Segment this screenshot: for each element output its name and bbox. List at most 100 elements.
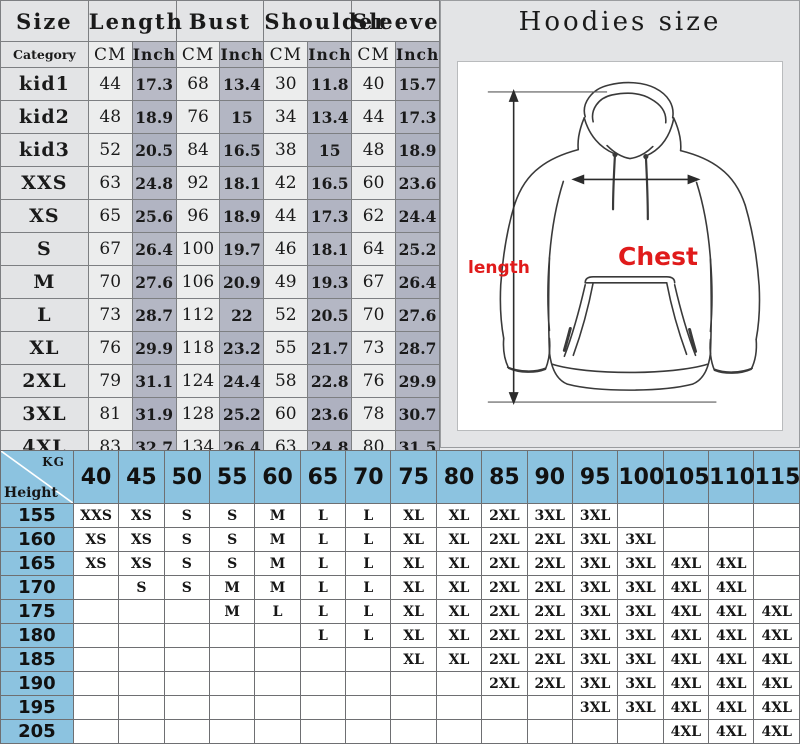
measurements-row-size: XS (0, 199, 89, 233)
measurements-cell-length-cm: 63 (87, 166, 133, 200)
fit-cell (753, 551, 800, 576)
fit-cell (435, 719, 483, 744)
weight-header-110: 110 (708, 450, 755, 504)
measurements-cell-shoulder-in: 19.3 (307, 265, 353, 299)
fit-cell (208, 695, 256, 720)
fit-cell: 4XL (708, 695, 755, 720)
fit-row: 195 3XL 3XL 4XL 4XL 4XL (0, 695, 800, 720)
illustration-panel: Hoodies size (440, 0, 800, 448)
fit-cell (390, 695, 437, 720)
fit-cell: XL (435, 503, 483, 528)
fit-cell (526, 695, 573, 720)
measurements-cell-sleeve-in: 29.9 (395, 364, 440, 398)
fit-cell (753, 527, 800, 552)
length-arrow (508, 88, 519, 406)
measurements-cell-shoulder-cm: 38 (263, 133, 309, 167)
fit-cell (390, 719, 437, 744)
measurements-cell-length-in: 31.1 (131, 364, 177, 398)
fit-cell: XS (118, 551, 165, 576)
weight-header-70: 70 (345, 450, 392, 504)
fit-cell: XL (390, 599, 437, 624)
fit-cell: S (118, 575, 165, 600)
measurements-cell-bust-in: 20.9 (219, 265, 265, 299)
measurements-cell-sleeve-cm: 67 (351, 265, 397, 299)
fit-cell (571, 719, 619, 744)
measurements-cell-length-cm: 79 (87, 364, 133, 398)
fit-cell: 3XL (526, 503, 573, 528)
fit-cell: 2XL (481, 623, 528, 648)
fit-cell: 2XL (526, 551, 573, 576)
measurements-table: Size Length Bust Shoulder Sleeve Categor… (0, 0, 440, 464)
fit-cell: 4XL (662, 719, 710, 744)
measurements-cell-shoulder-cm: 46 (263, 232, 309, 266)
measurements-cell-sleeve-cm: 76 (351, 364, 397, 398)
fit-row: 170 S S M M L L XL XL 2XL 2XL 3XL 3XL 4XL 4XL (0, 575, 800, 600)
fit-cell: S (163, 503, 210, 528)
fit-cell: 3XL (571, 647, 619, 672)
fit-cell: M (208, 599, 256, 624)
weight-header-50: 50 (163, 450, 210, 504)
fit-cell: S (208, 503, 256, 528)
measurements-row-size: L (0, 298, 89, 332)
fit-cell: 2XL (481, 671, 528, 696)
fit-cell: 4XL (708, 623, 755, 648)
measurements-row: 3XL 81 31.9 128 25.2 60 23.6 78 30.7 (0, 397, 440, 431)
measurements-cell-length-cm: 70 (87, 265, 133, 299)
weight-header-85: 85 (481, 450, 528, 504)
measurements-cell-bust-in: 15 (219, 100, 265, 134)
fit-cell: 3XL (617, 671, 664, 696)
measurements-cell-length-in: 29.9 (131, 331, 177, 365)
fit-cell (753, 503, 800, 528)
measurements-cell-length-cm: 73 (87, 298, 133, 332)
fit-cell: XL (435, 575, 483, 600)
fit-cell: S (163, 527, 210, 552)
height-header-180: 180 (0, 623, 74, 648)
height-header-205: 205 (0, 719, 74, 744)
fit-cell: 4XL (708, 599, 755, 624)
fit-cell (72, 695, 120, 720)
fit-cell: 4XL (753, 695, 800, 720)
fit-cell (163, 671, 210, 696)
measurements-cell-sleeve-in: 30.7 (395, 397, 440, 431)
unit-header-shoulder-cm: CM (263, 41, 309, 68)
measurements-row: 2XL 79 31.1 124 24.4 58 22.8 76 29.9 (0, 364, 440, 398)
measurements-cell-shoulder-cm: 42 (263, 166, 309, 200)
measurements-row-size: kid3 (0, 133, 89, 167)
fit-cell: XL (435, 599, 483, 624)
measurements-cell-shoulder-in: 16.5 (307, 166, 353, 200)
measurements-row-size: 3XL (0, 397, 89, 431)
measurements-cell-shoulder-in: 21.7 (307, 331, 353, 365)
fit-cell (435, 671, 483, 696)
measurements-row-size: XL (0, 331, 89, 365)
measurements-cell-bust-cm: 84 (175, 133, 221, 167)
fit-cell (299, 671, 347, 696)
weight-header-105: 105 (662, 450, 710, 504)
fit-cell (526, 719, 573, 744)
fit-cell: 3XL (571, 599, 619, 624)
fit-row: 190 2XL 2XL 3XL 3XL 4XL 4XL 4XL (0, 671, 800, 696)
fit-cell (72, 575, 120, 600)
fit-cell (72, 623, 120, 648)
weight-header-90: 90 (526, 450, 573, 504)
hoodie-diagram: length Chest (457, 61, 783, 431)
fit-cell: 3XL (571, 503, 619, 528)
measurements-row-size: XXS (0, 166, 89, 200)
weight-header-55: 55 (208, 450, 256, 504)
height-header-155: 155 (0, 503, 74, 528)
measurements-cell-bust-cm: 76 (175, 100, 221, 134)
height-header-160: 160 (0, 527, 74, 552)
fit-cell: XL (435, 551, 483, 576)
fit-cell: 4XL (753, 623, 800, 648)
height-header-170: 170 (0, 575, 74, 600)
fit-cell: L (254, 599, 301, 624)
fit-cell (72, 671, 120, 696)
measurements-cell-bust-cm: 106 (175, 265, 221, 299)
measurements-cell-bust-in: 23.2 (219, 331, 265, 365)
fit-cell: 3XL (617, 623, 664, 648)
measurements-row: XL 76 29.9 118 23.2 55 21.7 73 28.7 (0, 331, 440, 365)
fit-cell: 3XL (571, 671, 619, 696)
measurements-cell-bust-cm: 96 (175, 199, 221, 233)
fit-cell (163, 695, 210, 720)
fit-cell: XL (390, 503, 437, 528)
fit-row: 205 4XL 4XL 4XL (0, 719, 800, 744)
